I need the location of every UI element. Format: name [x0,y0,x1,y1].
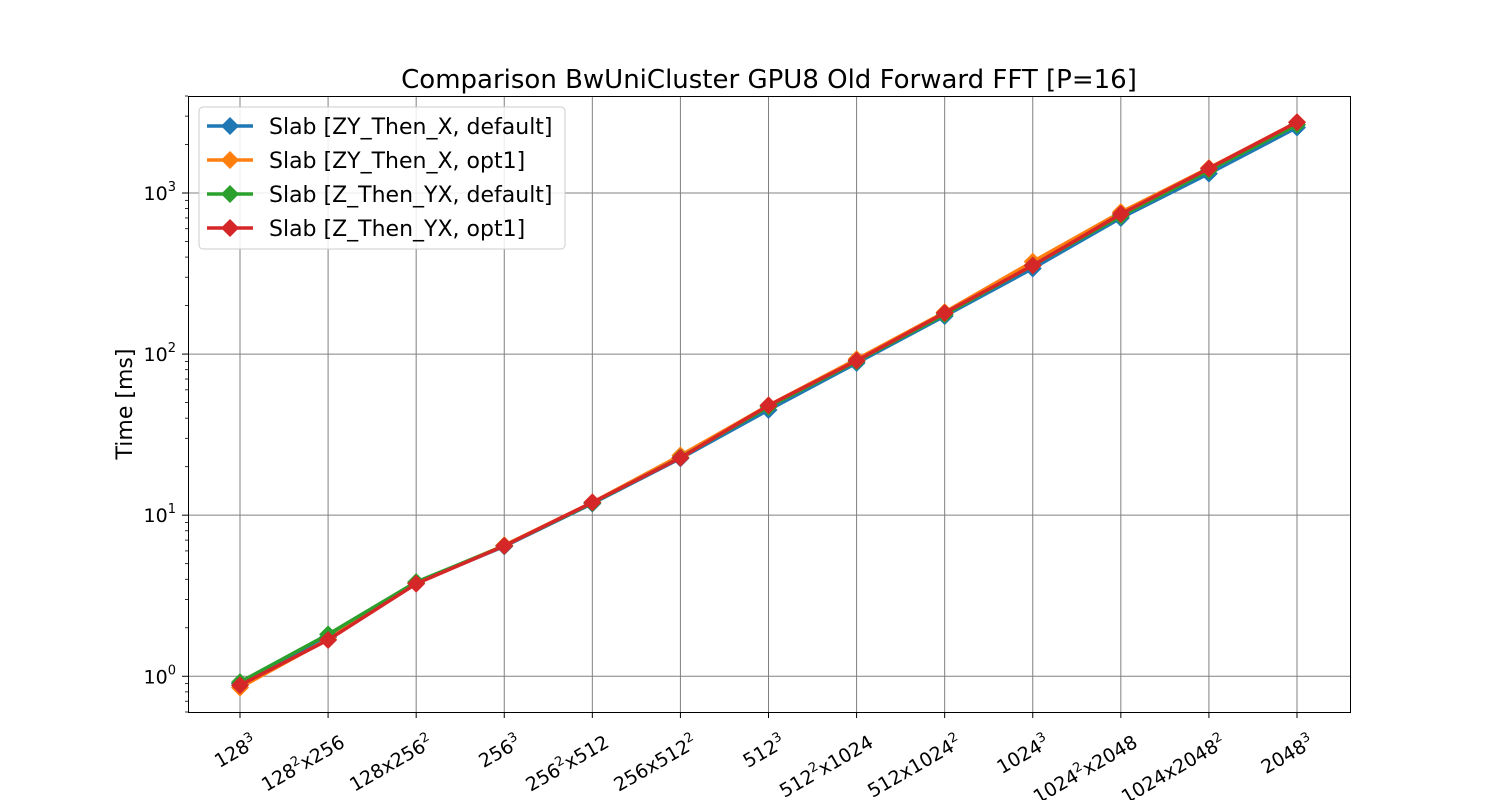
legend-entry: Slab [ZY_Then_X, opt1] [207,149,525,174]
data-point-marker [935,303,954,322]
legend-marker [221,151,239,169]
data-point-marker [1288,113,1306,132]
series-group [231,113,1306,697]
data-point-marker [759,396,778,415]
legend-label: Slab [Z_Then_YX, opt1] [269,217,525,242]
data-point-marker [231,676,249,695]
series-4 [231,113,1306,695]
legend-marker [221,117,239,135]
data-point-marker [1023,256,1042,275]
y-tick-label: 101 [144,502,176,527]
data-point-marker [407,574,426,593]
legend-entry: Slab [Z_Then_YX, opt1] [207,217,525,242]
data-point-marker [583,493,602,512]
data-point-marker [495,536,514,555]
legend-marker [221,219,239,237]
y-tick-label: 100 [144,663,176,688]
data-point-marker [319,630,338,649]
legend-label: Slab [Z_Then_YX, default] [269,183,553,208]
legend-box [198,106,566,250]
legend: Slab [ZY_Then_X, default] Slab [ZY_Then_X… [198,106,566,250]
chart-title: Comparison BwUniCluster GPU8 Old Forward… [401,65,1137,95]
legend-entry: Slab [ZY_Then_X, default] [207,115,553,140]
legend-entry: Slab [Z_Then_YX, default] [207,183,553,208]
y-axis-label: Time [ms] [113,349,138,461]
data-point-marker [1199,159,1218,178]
x-tick-label: 1282x256 [257,730,349,797]
legend-marker [221,185,239,203]
legend-label: Slab [ZY_Then_X, opt1] [269,149,525,174]
data-point-marker [671,448,690,467]
y-axis-ticks: 100 101 102 103 [144,95,188,713]
data-point-marker [1111,205,1130,224]
y-tick-label: 103 [144,180,176,205]
data-point-marker [847,351,866,370]
plot-area-frame [188,96,1351,713]
y-tick-label: 102 [144,341,176,366]
legend-label: Slab [ZY_Then_X, default] [269,115,553,140]
